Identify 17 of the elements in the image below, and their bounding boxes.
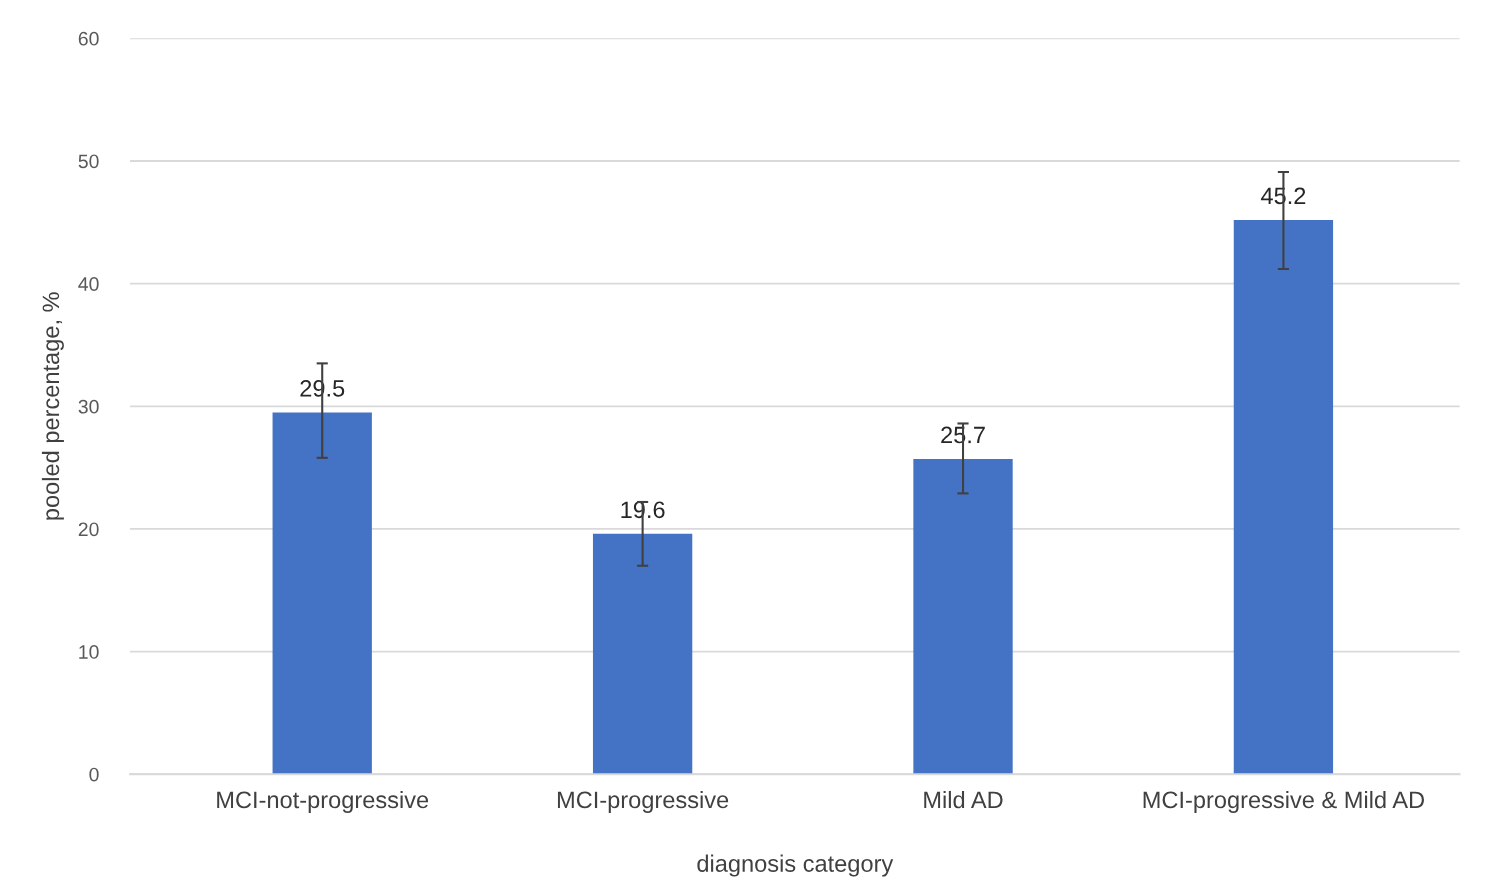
y-tick-label: 20 [78, 522, 99, 537]
x-axis-title: diagnosis category [697, 854, 894, 877]
bar [272, 412, 372, 775]
x-tick-label: MCI-not-progressive [217, 790, 429, 813]
x-tick-label: Mild AD [924, 790, 1003, 809]
x-tick-label: MCI-progressive & Mild AD [1143, 790, 1424, 813]
y-tick-label: 10 [79, 645, 99, 659]
y-tick-label: 0 [89, 767, 99, 782]
bar [592, 533, 693, 775]
x-tick-label: MCI-progressive [557, 790, 729, 813]
bar [913, 459, 1013, 775]
y-tick-label: 60 [78, 31, 99, 46]
bar [1233, 219, 1334, 775]
y-tick-label: 40 [78, 277, 99, 291]
y-tick-label: 30 [78, 399, 99, 414]
y-tick-label: 50 [78, 154, 99, 169]
y-axis-title: pooled percentage, % [41, 292, 64, 520]
